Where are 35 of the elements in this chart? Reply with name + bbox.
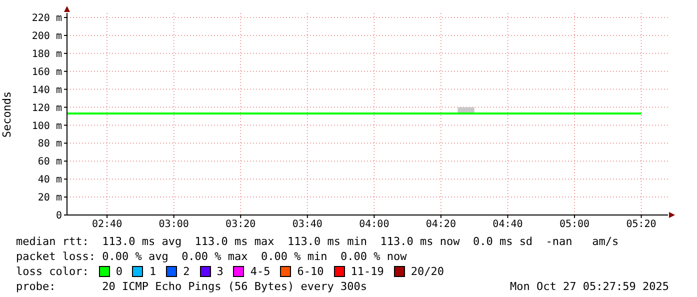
legend-label: 1 — [148, 264, 156, 279]
legend-label: 2 — [182, 264, 190, 279]
y-tick-label: 180 m — [32, 48, 62, 60]
y-tick-label: 40 m — [38, 174, 62, 186]
x-tick-label: 03:40 — [292, 219, 322, 230]
y-tick-label: 60 m — [38, 156, 62, 168]
y-tick-label: 120 m — [32, 102, 62, 114]
x-tick-label: 03:00 — [158, 219, 189, 230]
x-tick-label: 04:40 — [492, 219, 523, 230]
y-axis-title: Seconds — [0, 90, 14, 138]
y-tick-label: 100 m — [32, 120, 62, 132]
text: Mon Oct 27 05:27:59 2025 — [510, 279, 669, 294]
y-tick-label: 160 m — [32, 66, 62, 78]
legend-label: 4-5 — [249, 264, 270, 279]
text: probe: 20 ICMP Echo Pings (56 Bytes) every 300s — [16, 279, 367, 294]
y-tick-label: 20 m — [38, 192, 62, 204]
x-tick-label: 02:40 — [92, 219, 122, 230]
legend-label: 6-10 — [296, 264, 324, 279]
x-tick-label: 05:00 — [559, 219, 590, 230]
text: packet loss: 0.00 % avg 0.00 % max 0.00 % min 0.00 % now — [16, 249, 408, 264]
text: median rtt: 113.0 ms avg 113.0 ms max 113.0 ms min 113.0 ms now 0.0 ms sd -nan am/s — [16, 234, 620, 249]
y-tick-label: 200 m — [32, 30, 62, 42]
y-tick-label: 220 m — [32, 13, 62, 24]
x-tick-label: 05:20 — [626, 219, 656, 230]
legend-label: 3 — [216, 264, 224, 279]
legend-label: 0 — [114, 264, 122, 279]
x-tick-label: 04:00 — [359, 219, 390, 230]
x-tick-label: 04:20 — [426, 219, 456, 230]
y-tick-label: 140 m — [32, 84, 62, 96]
x-tick-label: 03:20 — [226, 219, 256, 230]
y-tick-label: 0 — [56, 210, 62, 222]
legend-title: loss color: — [16, 264, 89, 279]
y-tick-label: 80 m — [38, 138, 62, 150]
legend-label: 11-19 — [350, 264, 384, 279]
legend-label: 20/20 — [410, 264, 444, 279]
